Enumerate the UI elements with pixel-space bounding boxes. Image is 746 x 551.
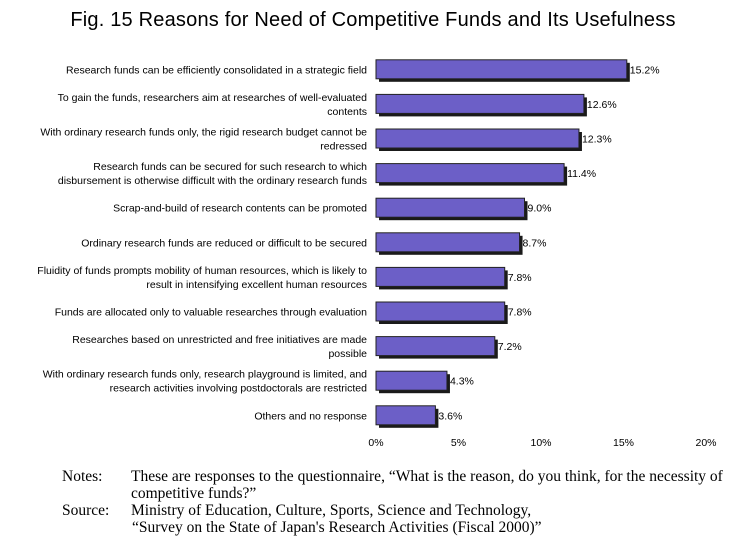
bar-value-label: 7.8% [508,272,532,284]
bar [375,128,580,149]
category-label: Funds are allocated only to valuable res… [55,307,367,319]
bar [375,405,436,426]
bar [375,266,506,287]
category-label: result in intensifying excellent human r… [146,279,367,291]
x-tick-label: 10% [530,437,551,449]
bar [375,301,506,322]
category-label: redressed [320,141,367,153]
category-label: contents [327,106,367,118]
source-label: Source: [62,502,110,519]
category-label: Others and no response [254,410,367,422]
bar-value-label: 3.6% [438,410,462,422]
bar [375,93,585,114]
bar-value-label: 12.6% [587,99,617,111]
category-label: Researches based on unrestricted and fre… [72,334,367,346]
category-label: research activities involving postdoctor… [110,383,368,395]
notes-text: These are responses to the questionnaire… [131,468,723,502]
category-label: Research funds can be secured for such r… [93,161,367,173]
category-label: disbursement is otherwise difficult with… [58,175,367,187]
bar [375,163,565,184]
bar [375,232,521,253]
category-label: Fluidity of funds prompts mobility of hu… [37,265,367,277]
category-label: Research funds can be efficiently consol… [66,64,367,76]
bar-value-label: 15.2% [630,64,660,76]
bar [375,197,525,218]
bar-value-label: 11.4% [567,168,596,180]
chart-title: Fig. 15 Reasons for Need of Competitive … [70,9,676,31]
bar-value-label: 7.2% [498,341,522,353]
x-tick-label: 20% [695,437,716,449]
notes-label: Notes: [62,468,103,485]
bar-value-label: 4.3% [450,376,474,388]
category-label: With ordinary research funds only, the r… [40,127,367,139]
category-label: Scrap-and-build of research contents can… [113,203,367,215]
x-tick-label: 15% [613,437,634,449]
bar-chart: 15.2% Research funds can be efficiently c… [37,59,717,449]
source-text-line2: “Survey on the State of Japan's Research… [132,519,542,536]
category-label: possible [328,348,367,360]
bar [375,59,628,80]
notes-block: Notes: These are responses to the questi… [62,468,731,536]
bar-value-label: 9.0% [528,203,552,215]
category-label: To gain the funds, researchers aim at re… [58,92,367,104]
bar-value-label: 8.7% [523,237,547,249]
category-label: Ordinary research funds are reduced or d… [81,237,367,249]
notes-row: Notes: These are responses to the questi… [62,468,731,502]
category-label: With ordinary research funds only, resea… [43,369,367,381]
bar [375,370,448,391]
source-row: Source: Ministry of Education, Culture, … [62,502,731,536]
bar [375,336,496,357]
source-text: Ministry of Education, Culture, Sports, … [131,502,731,536]
bar-value-label: 12.3% [582,134,612,146]
bar-value-label: 7.8% [508,307,532,319]
source-text-line1: Ministry of Education, Culture, Sports, … [131,502,532,519]
x-tick-label: 0% [368,437,383,449]
x-tick-label: 5% [451,437,466,449]
